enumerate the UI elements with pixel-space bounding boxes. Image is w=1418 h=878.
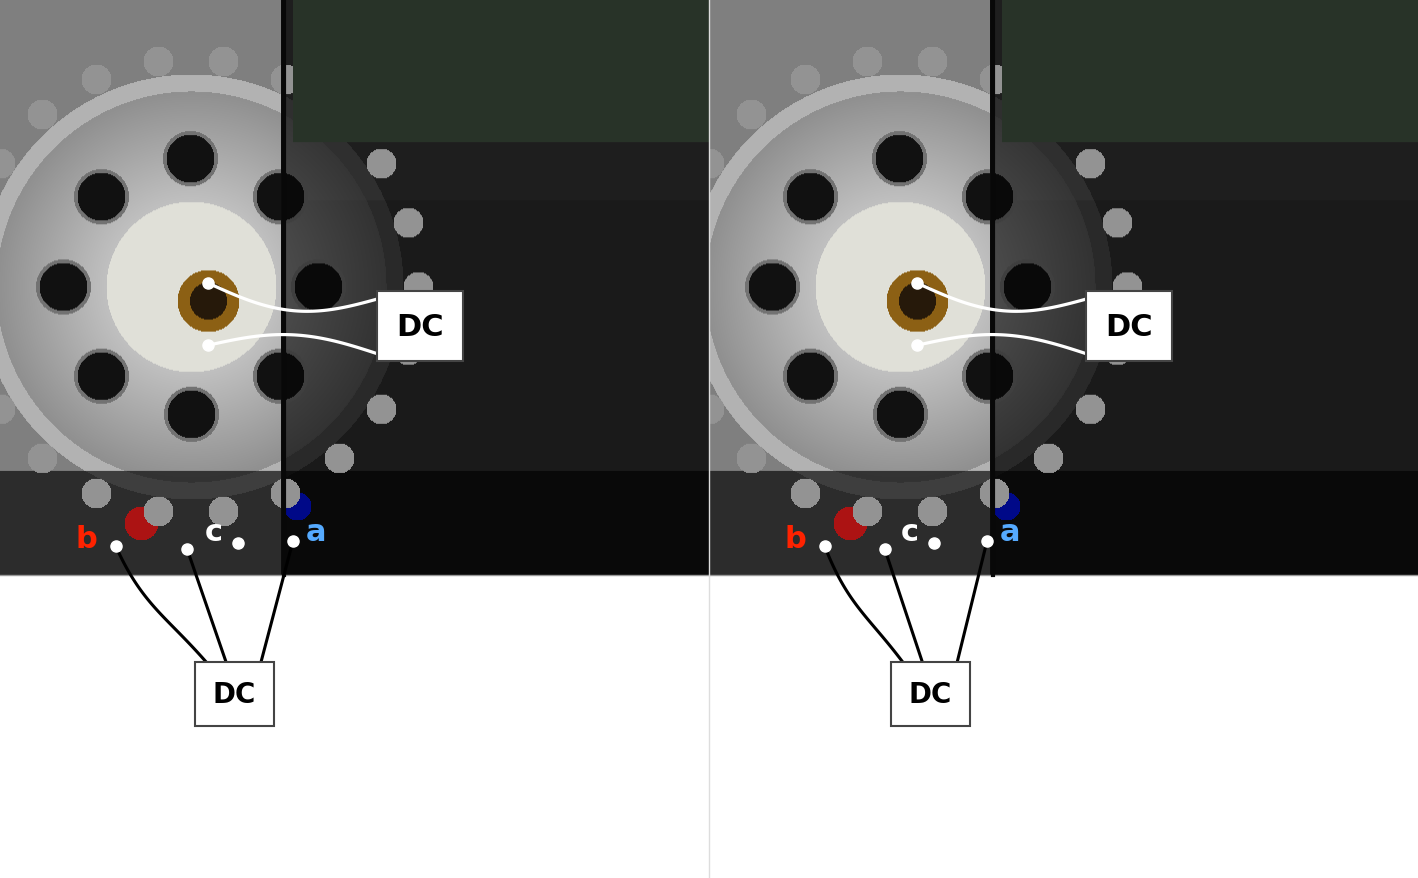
Text: b: b	[75, 525, 98, 553]
Text: a: a	[1000, 518, 1020, 546]
Text: c: c	[900, 518, 919, 546]
Text: DC: DC	[396, 313, 444, 342]
Text: c: c	[206, 518, 223, 546]
Text: DC: DC	[213, 680, 257, 709]
FancyBboxPatch shape	[377, 292, 462, 362]
Bar	[709, 575, 1418, 878]
Text: DC: DC	[1105, 313, 1153, 342]
Text: DC: DC	[909, 680, 953, 709]
Bar	[0, 575, 709, 878]
Text: a: a	[305, 518, 326, 546]
FancyBboxPatch shape	[1086, 292, 1171, 362]
FancyBboxPatch shape	[892, 663, 970, 726]
FancyBboxPatch shape	[196, 663, 274, 726]
Text: b: b	[784, 525, 807, 553]
